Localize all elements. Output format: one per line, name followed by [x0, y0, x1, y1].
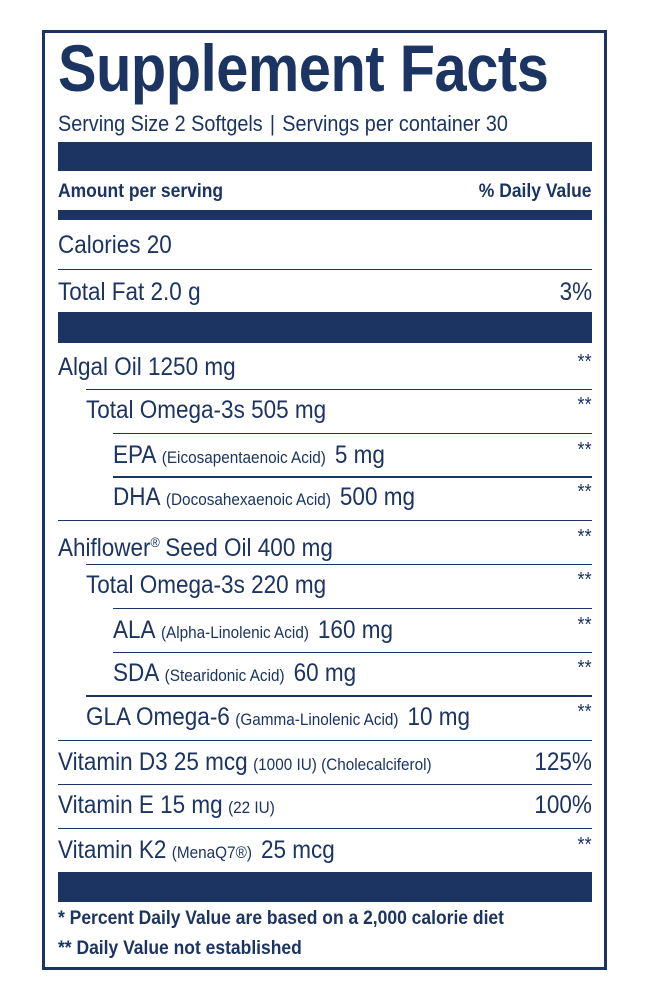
divider-bar [58, 210, 592, 220]
daily-value: ** [577, 394, 592, 416]
daily-value: ** [577, 526, 592, 548]
nutrient-row: SDA (Stearidonic Acid) 60 mg ** [113, 657, 592, 691]
nutrient-label: ALA (Alpha-Linolenic Acid) 160 mg [113, 615, 393, 648]
row-rule [86, 695, 592, 697]
nutrient-note: (22 IU) [228, 798, 275, 817]
nutrient-row: EPA (Eicosapentaenoic Acid) 5 mg ** [113, 439, 592, 473]
nutrient-label: Algal Oil 1250 mg [58, 352, 236, 382]
nutrient-name: EPA [113, 441, 157, 469]
nutrient-name: Ahiflower [58, 534, 151, 562]
nutrient-label: SDA (Stearidonic Acid) 60 mg [113, 658, 356, 691]
daily-value: ** [577, 614, 592, 636]
title: Supplement Facts [58, 31, 549, 105]
nutrient-label: DHA (Docosahexaenoic Acid) 500 mg [113, 482, 415, 515]
nutrient-note: (1000 IU) (Cholecalciferol) [253, 755, 432, 774]
nutrient-name: DHA [113, 483, 161, 511]
row-rule [58, 519, 592, 521]
nutrient-row: Vitamin D3 25 mcg (1000 IU) (Cholecalcife… [58, 747, 592, 777]
nutrient-note: (Eicosapentaenoic Acid) [161, 448, 326, 467]
nutrient-row: Total Omega-3s 505 mg ** [86, 394, 592, 425]
row-rule [58, 268, 592, 270]
nutrient-note: (Stearidonic Acid) [164, 666, 285, 685]
divider-bar [58, 872, 592, 902]
nutrient-amount: 160 mg [317, 616, 393, 644]
nutrient-amount: 25 mcg [260, 836, 335, 864]
nutrient-name: Vitamin D3 25 mcg [58, 748, 248, 776]
nutrient-row: Total Omega-3s 220 mg ** [86, 569, 592, 600]
nutrient-name: SDA [113, 659, 160, 687]
trademark: ® [150, 534, 160, 550]
nutrient-label: GLA Omega-6 (Gamma-Linolenic Acid) 10 mg [86, 702, 470, 735]
row-rule [58, 783, 592, 785]
daily-value: ** [577, 439, 592, 461]
daily-value: 125% [534, 748, 592, 776]
nutrient-name: Total Omega-3s 220 mg [86, 571, 327, 599]
nutrient-name: Total Fat 2.0 g [58, 278, 201, 306]
daily-value: ** [577, 701, 592, 723]
serving-size: Serving Size 2 Softgels [58, 111, 263, 136]
nutrient-name: GLA Omega-6 [86, 703, 230, 731]
label-frame [42, 30, 607, 970]
nutrient-row: Ahiflower® Seed Oil 400 mg ** [58, 526, 592, 562]
nutrient-name: ALA [113, 616, 156, 644]
row-rule [58, 739, 592, 741]
amount-header: Amount per serving [58, 181, 224, 202]
nutrient-label: Calories 20 [58, 230, 172, 260]
daily-value: 3% [559, 278, 592, 306]
nutrient-row: Vitamin E 15 mg (22 IU) 100% [58, 790, 592, 820]
row-rule [86, 388, 592, 390]
nutrient-label: Total Fat 2.0 g [58, 277, 201, 307]
nutrient-label: Total Omega-3s 505 mg [86, 395, 326, 425]
servings: Servings per container 30 [282, 111, 508, 136]
nutrient-row: GLA Omega-6 (Gamma-Linolenic Acid) 10 mg ** [86, 701, 592, 735]
nutrient-label: Vitamin K2 (MenaQ7®) 25 mcg [58, 835, 335, 868]
serving-info: Serving Size 2 Softgels | Servings per con… [58, 110, 515, 138]
row-rule [113, 476, 592, 478]
nutrient-row: DHA (Docosahexaenoic Acid) 500 mg ** [113, 481, 592, 515]
nutrient-amount: 5 mg [334, 441, 385, 469]
nutrient-note: (Docosahexaenoic Acid) [165, 490, 331, 509]
nutrient-label: Vitamin D3 25 mcg (1000 IU) (Cholecalcife… [58, 747, 435, 780]
nutrient-row: Algal Oil 1250 mg ** [58, 351, 592, 382]
nutrient-name: Vitamin K2 [58, 836, 167, 864]
footnote: * Percent Daily Value are based on a 2,0… [58, 908, 504, 929]
daily-value: ** [577, 657, 592, 679]
separator: | [269, 111, 276, 136]
row-rule [113, 651, 592, 653]
nutrient-name: Vitamin E 15 mg [58, 791, 223, 819]
daily-value: ** [577, 351, 592, 373]
footnote: ** Daily Value not established [58, 938, 302, 959]
nutrient-amount: 60 mg [293, 659, 357, 687]
nutrient-label: Ahiflower® Seed Oil 400 mg [58, 527, 333, 563]
nutrient-row: ALA (Alpha-Linolenic Acid) 160 mg ** [113, 614, 592, 648]
nutrient-note: (Alpha-Linolenic Acid) [160, 623, 309, 642]
nutrient-amount: 500 mg [339, 483, 415, 511]
nutrient-name: Algal Oil 1250 mg [58, 353, 236, 381]
nutrient-row: Vitamin K2 (MenaQ7®) 25 mcg ** [58, 834, 592, 868]
daily-value: 100% [534, 791, 592, 819]
divider-bar [58, 142, 592, 171]
nutrient-note: (MenaQ7®) [171, 843, 252, 862]
row-rule [58, 827, 592, 829]
nutrient-row: Calories 20 [58, 230, 592, 260]
daily-value: ** [577, 481, 592, 503]
nutrient-row: Total Fat 2.0 g 3% [58, 277, 592, 307]
nutrient-label: EPA (Eicosapentaenoic Acid) 5 mg [113, 440, 385, 473]
daily-value: ** [577, 834, 592, 856]
nutrient-amount: Seed Oil 400 mg [165, 534, 333, 562]
divider-bar [58, 312, 592, 343]
nutrient-name: Total Omega-3s 505 mg [86, 396, 327, 424]
row-rule [113, 432, 592, 434]
nutrient-label: Vitamin E 15 mg (22 IU) [58, 790, 278, 823]
dv-header: % Daily Value [479, 181, 592, 202]
nutrient-amount: 10 mg [407, 703, 471, 731]
nutrient-name: Calories 20 [58, 231, 172, 259]
daily-value: ** [577, 569, 592, 591]
nutrient-label: Total Omega-3s 220 mg [86, 570, 326, 600]
row-rule [113, 607, 592, 609]
nutrient-note: (Gamma-Linolenic Acid) [235, 710, 399, 729]
row-rule [86, 563, 592, 565]
